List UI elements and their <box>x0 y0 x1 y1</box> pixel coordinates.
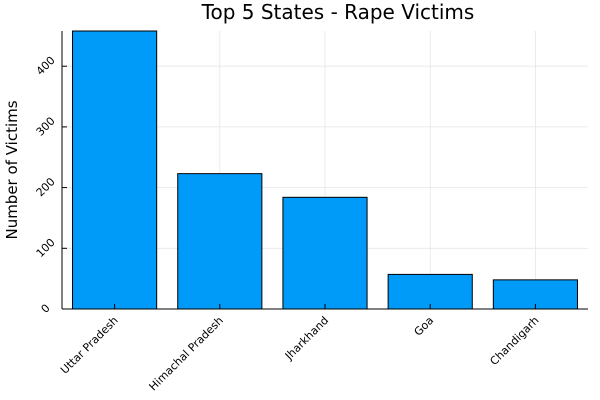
y-tick-label-0: 0 <box>39 302 53 316</box>
x-tick-label-3: Goa <box>412 314 437 339</box>
bar-uttar-pradesh <box>72 30 158 310</box>
x-tick-label-1: Himachal Pradesh <box>147 314 226 393</box>
axis-layer <box>61 31 588 310</box>
y-axis-label: Number of Victims <box>3 100 21 239</box>
x-tick-label-0: Uttar Pradesh <box>58 314 121 377</box>
bar-goa <box>387 273 473 310</box>
y-tick-label-2: 200 <box>34 175 58 199</box>
bar-jharkhand <box>282 196 368 310</box>
bar-himachal-pradesh <box>177 173 263 310</box>
x-tick-label-2: Jharkhand <box>282 314 331 363</box>
x-tick-label-4: Chandigarh <box>487 314 541 368</box>
chart-title: Top 5 States - Rape Victims <box>201 0 475 24</box>
y-tick-label-1: 100 <box>34 236 58 260</box>
y-tick-labels: 0 100 200 300 400 <box>34 54 58 316</box>
y-tick-label-4: 400 <box>34 54 58 78</box>
y-tick-label-3: 300 <box>34 115 58 139</box>
x-tick-labels: Uttar Pradesh Himachal Pradesh Jharkhand Go… <box>58 314 541 393</box>
